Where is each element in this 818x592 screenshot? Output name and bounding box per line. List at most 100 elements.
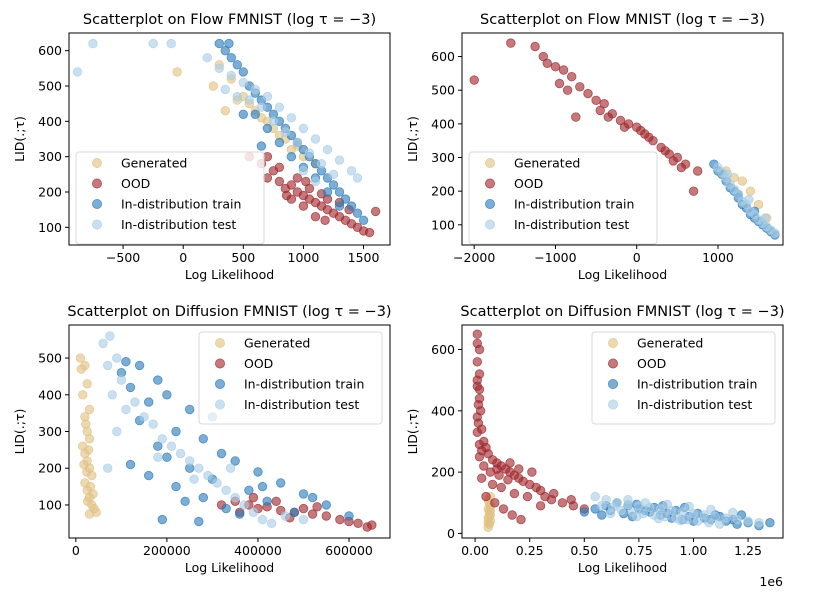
points-group xyxy=(469,38,780,240)
point-test xyxy=(274,102,285,112)
legend: Generated OOD In-distribution train In-dist… xyxy=(468,151,658,245)
point-train xyxy=(286,151,297,162)
point-test xyxy=(656,504,666,514)
legend-marker-generated xyxy=(484,157,495,168)
point-ood xyxy=(507,510,517,520)
point-ood xyxy=(693,166,703,176)
point-test xyxy=(688,508,699,519)
chart-title: Scatterplot on Diffusion FMNIST (log τ =… xyxy=(67,304,391,320)
legend-label-ood: OOD xyxy=(514,176,543,191)
y-axis-label: LID(.;τ) xyxy=(405,116,420,162)
x-axis-label: Log Likelihood xyxy=(185,560,274,575)
point-generated xyxy=(88,489,98,499)
legend-label-train: In-distribution train xyxy=(637,377,757,392)
point-test xyxy=(623,495,633,505)
y-tick-label: 100 xyxy=(431,217,455,232)
y-tick-label: 200 xyxy=(38,461,62,476)
y-tick-label: 200 xyxy=(431,465,455,480)
point-test xyxy=(220,84,231,95)
point-test xyxy=(653,514,664,524)
point-test xyxy=(116,375,127,385)
point-test xyxy=(130,397,140,407)
legend-label-generated: Generated xyxy=(121,156,187,171)
point-train xyxy=(125,459,136,470)
point-train xyxy=(153,441,163,451)
point-ood xyxy=(549,488,559,499)
point-test xyxy=(139,412,149,422)
point-test xyxy=(733,189,744,200)
point-ood xyxy=(492,464,502,474)
point-test xyxy=(112,426,122,437)
point-train xyxy=(298,489,309,499)
point-ood xyxy=(281,190,292,201)
point-ood xyxy=(505,458,515,468)
point-ood xyxy=(292,173,303,183)
point-test xyxy=(322,144,333,155)
point-train xyxy=(244,485,254,496)
point-ood xyxy=(474,384,485,395)
point-train xyxy=(232,60,243,70)
y-tick-label: 100 xyxy=(38,220,62,235)
point-ood xyxy=(516,514,526,525)
point-test xyxy=(723,169,733,180)
point-generated xyxy=(82,379,92,389)
point-test xyxy=(760,213,770,223)
legend-label-train: In-distribution train xyxy=(244,377,364,392)
point-test xyxy=(310,176,321,187)
point-test xyxy=(268,116,279,127)
point-train xyxy=(765,518,775,528)
legend-label-test: In-distribution test xyxy=(121,217,236,232)
point-test xyxy=(675,515,686,526)
point-train xyxy=(274,137,285,148)
point-test xyxy=(102,360,113,371)
point-generated xyxy=(77,390,88,400)
point-ood xyxy=(472,375,483,385)
point-ood xyxy=(367,520,377,530)
y-tick-label: 500 xyxy=(38,79,62,94)
x-axis-label: Log Likelihood xyxy=(578,560,667,575)
point-generated xyxy=(220,105,231,116)
chart-panel-1: −500 0 500 1000 1500 100 200 300 400 500 600 Scatte… xyxy=(12,12,391,282)
legend-marker-generated xyxy=(92,157,103,168)
point-train xyxy=(276,478,286,488)
point-test xyxy=(105,331,115,341)
point-ood xyxy=(487,479,498,490)
y-tick-label: 300 xyxy=(431,150,455,165)
point-test xyxy=(262,91,273,102)
point-test xyxy=(640,498,651,508)
point-ood xyxy=(271,496,281,507)
point-test xyxy=(292,137,303,148)
point-test xyxy=(616,505,627,516)
y-tick-label: 0 xyxy=(447,526,455,541)
point-ood xyxy=(312,502,322,512)
point-test xyxy=(704,518,714,528)
point-test xyxy=(744,194,754,205)
legend-label-train: In-distribution train xyxy=(514,197,634,212)
legend-marker-test xyxy=(608,399,619,410)
point-test xyxy=(280,511,291,521)
point-ood xyxy=(619,122,630,132)
chart-panel-4: 0.00 0.25 0.50 0.75 1.00 1.25 0 200 400 600 Scatte… xyxy=(405,304,785,589)
point-train xyxy=(346,201,357,211)
point-test xyxy=(121,404,131,415)
point-test xyxy=(226,70,237,81)
legend-marker-train xyxy=(214,378,225,389)
legend-marker-train xyxy=(484,198,495,209)
point-test xyxy=(88,38,98,49)
x-tick-label: 1500 xyxy=(348,250,380,265)
legend-marker-generated xyxy=(608,337,619,348)
y-tick-label: 600 xyxy=(38,43,62,58)
point-train xyxy=(340,194,351,204)
point-test xyxy=(677,507,688,517)
axes-frame xyxy=(461,32,784,246)
point-train xyxy=(257,481,268,492)
y-tick-label: 400 xyxy=(431,116,455,131)
point-test xyxy=(239,500,250,510)
point-train xyxy=(321,500,332,510)
legend-marker-test xyxy=(484,219,495,230)
point-test xyxy=(266,518,277,529)
x-tick-label: 1.25 xyxy=(734,543,762,558)
legend-label-generated: Generated xyxy=(514,156,580,171)
y-tick-label: 400 xyxy=(38,387,62,402)
point-train xyxy=(143,397,154,407)
